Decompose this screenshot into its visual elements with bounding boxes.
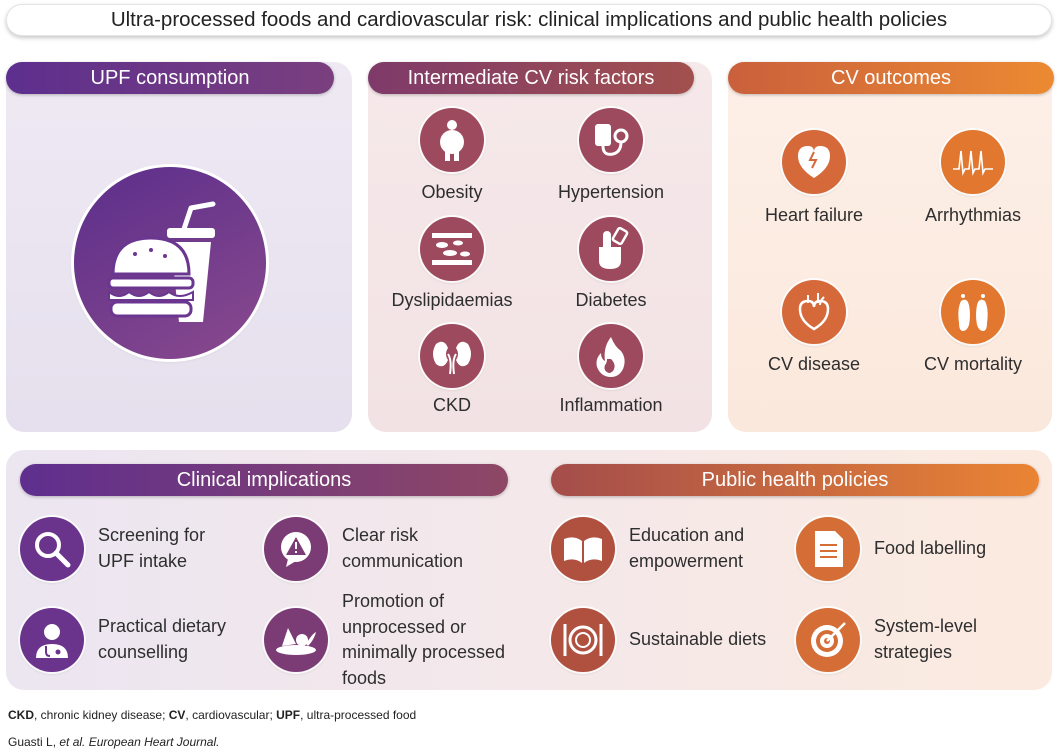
figure-title: Ultra-processed foods and cardiovascular… xyxy=(6,4,1052,36)
doctor-icon xyxy=(20,608,84,672)
open-book-icon xyxy=(551,517,615,581)
outcomes-header: CV outcomes xyxy=(728,62,1054,94)
education-text: Education and empowerment xyxy=(629,523,744,574)
policies-header-label: Public health policies xyxy=(701,468,889,491)
abbr-cv-def: , cardiovascular; xyxy=(185,708,277,722)
target-icon xyxy=(796,608,860,672)
abbr-ckd: CKD xyxy=(8,708,34,722)
toe-tag-feet-icon xyxy=(941,280,1005,344)
clinical-header: Clinical implications xyxy=(20,464,508,496)
figure-title-text: Ultra-processed foods and cardiovascular… xyxy=(110,8,948,31)
promotion-line-1: Promotion of xyxy=(342,591,445,611)
ecg-spikes-icon xyxy=(941,130,1005,194)
fast-food-icon xyxy=(74,167,266,359)
citation-authors: Guasti L, xyxy=(8,735,60,749)
promotion-text: Promotion of unprocessed or minimally pr… xyxy=(342,589,505,691)
blood-pressure-cuff-icon xyxy=(579,108,643,172)
cv-mortality-label: CV mortality xyxy=(923,354,1022,374)
outcomes-header-label: CV outcomes xyxy=(830,66,952,89)
vegetables-plate-icon xyxy=(264,608,328,672)
system-level-text: System-level strategies xyxy=(874,614,977,665)
glucose-finger-prick-icon xyxy=(579,217,643,281)
abbr-cv: CV xyxy=(168,708,186,722)
heart-failure-label: Heart failure xyxy=(764,205,864,225)
clinical-header-label: Clinical implications xyxy=(176,468,352,491)
promotion-line-2: unprocessed or xyxy=(342,616,467,637)
upf-header: UPF consumption xyxy=(6,62,334,94)
flame-icon xyxy=(579,324,643,388)
dyslipidaemias-label: Dyslipidaemias xyxy=(391,290,513,310)
heart-vessels-icon xyxy=(782,280,846,344)
kidneys-icon xyxy=(420,324,484,388)
food-labelling-text: Food labelling xyxy=(874,536,986,562)
sustainable-diets-line-1: Sustainable diets xyxy=(629,629,767,649)
obesity-label: Obesity xyxy=(421,182,483,202)
warning-speech-icon xyxy=(264,517,328,581)
dietary-counselling-line-2: counselling xyxy=(98,641,189,662)
food-labelling-line-1: Food labelling xyxy=(874,538,987,558)
system-level-line-2: strategies xyxy=(874,641,953,662)
system-level-line-1: System-level xyxy=(874,616,978,636)
risk-communication-line-1: Clear risk xyxy=(342,525,419,545)
dietary-counselling-line-1: Practical dietary xyxy=(98,616,227,636)
arrhythmias-label: Arrhythmias xyxy=(924,205,1022,225)
promotion-line-3: minimally processed xyxy=(342,642,506,662)
dietary-counselling-text: Practical dietary counselling xyxy=(98,614,226,665)
education-line-1: Education and xyxy=(629,525,745,545)
cv-disease-label: CV disease xyxy=(767,354,861,374)
citation-journal: et al. European Heart Journal. xyxy=(59,735,220,749)
policies-header: Public health policies xyxy=(551,464,1039,496)
upf-header-label: UPF consumption xyxy=(90,66,250,89)
abbr-upf-def: , ultra-processed food xyxy=(300,708,417,722)
intermediate-header-label: Intermediate CV risk factors xyxy=(407,66,655,89)
risk-communication-line-2: communication xyxy=(342,550,464,571)
risk-communication-text: Clear risk communication xyxy=(342,523,463,574)
outcomes-panel xyxy=(728,62,1052,432)
citation-footnote: Guasti L, et al. European Heart Journal. xyxy=(8,735,219,749)
label-document-icon xyxy=(796,517,860,581)
screening-line-1: Screening for xyxy=(98,525,206,545)
heart-failure-icon xyxy=(782,130,846,194)
education-line-2: empowerment xyxy=(629,550,744,571)
plate-cutlery-icon xyxy=(551,608,615,672)
ckd-label: CKD xyxy=(432,395,471,415)
abbreviations-footnote: CKD, chronic kidney disease; CV, cardiov… xyxy=(8,708,416,722)
screening-line-2: UPF intake xyxy=(98,550,188,571)
screening-text: Screening for UPF intake xyxy=(98,523,205,574)
abbr-ckd-def: , chronic kidney disease; xyxy=(34,708,169,722)
magnifier-icon xyxy=(20,517,84,581)
diabetes-label: Diabetes xyxy=(575,290,647,310)
artery-plaque-icon xyxy=(420,217,484,281)
abbr-upf: UPF xyxy=(276,708,301,722)
obesity-icon xyxy=(420,108,484,172)
hypertension-label: Hypertension xyxy=(557,182,665,202)
intermediate-header: Intermediate CV risk factors xyxy=(368,62,694,94)
sustainable-diets-text: Sustainable diets xyxy=(629,627,766,653)
inflammation-label: Inflammation xyxy=(559,395,663,415)
promotion-line-4: foods xyxy=(342,667,387,688)
